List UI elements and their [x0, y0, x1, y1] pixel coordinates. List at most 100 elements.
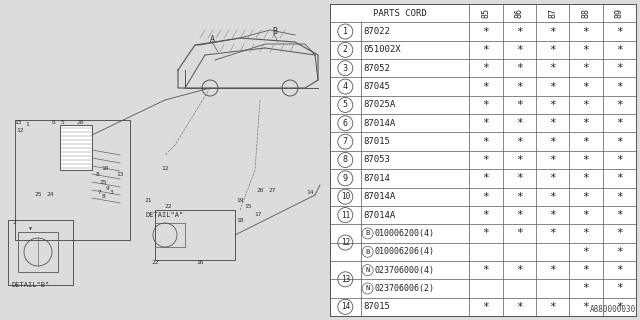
- Text: *: *: [582, 192, 589, 202]
- Text: 11: 11: [340, 211, 350, 220]
- Text: 26: 26: [76, 119, 84, 124]
- Text: *: *: [549, 63, 556, 73]
- Text: *: *: [516, 137, 523, 147]
- Text: 14: 14: [307, 189, 314, 195]
- Text: 2: 2: [343, 45, 348, 54]
- Text: 010006206(4): 010006206(4): [374, 247, 435, 256]
- Text: *: *: [616, 155, 623, 165]
- Text: *: *: [582, 265, 589, 275]
- Text: *: *: [516, 63, 523, 73]
- Text: 7: 7: [98, 189, 102, 195]
- Text: 1: 1: [343, 27, 348, 36]
- Text: *: *: [516, 265, 523, 275]
- Text: *: *: [616, 118, 623, 128]
- Text: *: *: [516, 118, 523, 128]
- Text: *: *: [549, 155, 556, 165]
- Text: *: *: [582, 63, 589, 73]
- Text: *: *: [582, 82, 589, 92]
- Text: 023706006(2): 023706006(2): [374, 284, 435, 293]
- Text: 85: 85: [481, 8, 490, 18]
- Text: *: *: [616, 100, 623, 110]
- Text: *: *: [616, 284, 623, 293]
- Bar: [155, 210, 235, 260]
- Text: *: *: [549, 27, 556, 36]
- Bar: [0, 0, 328, 320]
- Text: 10: 10: [101, 165, 109, 171]
- Text: *: *: [582, 100, 589, 110]
- Text: *: *: [582, 247, 589, 257]
- Text: 14: 14: [340, 302, 350, 311]
- Text: *: *: [483, 265, 490, 275]
- Text: *: *: [483, 82, 490, 92]
- Text: 87014A: 87014A: [364, 119, 396, 128]
- Text: 87014A: 87014A: [364, 211, 396, 220]
- Text: *: *: [549, 173, 556, 183]
- Text: B: B: [365, 249, 370, 255]
- Text: 15: 15: [244, 204, 252, 210]
- Text: *: *: [582, 284, 589, 293]
- Text: *: *: [616, 27, 623, 36]
- Text: *: *: [582, 27, 589, 36]
- Text: *: *: [549, 45, 556, 55]
- Text: DETAIL"B": DETAIL"B": [12, 282, 51, 288]
- Text: *: *: [516, 302, 523, 312]
- Text: 24: 24: [46, 193, 54, 197]
- Text: *: *: [549, 228, 556, 238]
- Text: 87045: 87045: [364, 82, 390, 91]
- Text: *: *: [549, 137, 556, 147]
- Text: N: N: [365, 285, 370, 292]
- Bar: [15, 120, 130, 240]
- Text: 2: 2: [12, 220, 16, 225]
- Text: 21: 21: [144, 197, 152, 203]
- Text: *: *: [516, 228, 523, 238]
- Text: 87: 87: [548, 8, 557, 18]
- Text: DETAIL"A": DETAIL"A": [145, 212, 183, 218]
- Text: 25: 25: [99, 180, 107, 185]
- Text: 87025A: 87025A: [364, 100, 396, 109]
- Text: *: *: [582, 155, 589, 165]
- Text: 27: 27: [268, 188, 276, 193]
- Text: *: *: [516, 155, 523, 165]
- Text: 12: 12: [340, 238, 350, 247]
- Text: 9: 9: [343, 174, 348, 183]
- Text: *: *: [483, 155, 490, 165]
- Text: *: *: [582, 210, 589, 220]
- Text: *: *: [483, 192, 490, 202]
- Text: *: *: [582, 45, 589, 55]
- Text: 12: 12: [16, 127, 24, 132]
- Text: *: *: [616, 247, 623, 257]
- Text: N: N: [365, 267, 370, 273]
- Text: *: *: [483, 302, 490, 312]
- Text: *: *: [582, 118, 589, 128]
- Text: 18: 18: [236, 218, 244, 222]
- Text: 88: 88: [582, 8, 591, 18]
- Text: *: *: [582, 173, 589, 183]
- Text: *: *: [516, 27, 523, 36]
- Text: ▼: ▼: [29, 226, 31, 230]
- Text: 3: 3: [343, 64, 348, 73]
- Text: 89: 89: [615, 8, 624, 18]
- Text: *: *: [516, 192, 523, 202]
- Text: *: *: [616, 228, 623, 238]
- Text: 5: 5: [343, 100, 348, 109]
- Bar: [60, 125, 92, 170]
- Text: 8: 8: [101, 195, 105, 199]
- Text: 051002X: 051002X: [364, 45, 401, 54]
- Text: 13: 13: [14, 119, 22, 124]
- Text: *: *: [549, 302, 556, 312]
- Text: 16: 16: [196, 260, 204, 265]
- Text: 1: 1: [25, 123, 29, 127]
- Text: *: *: [483, 118, 490, 128]
- Text: *: *: [616, 45, 623, 55]
- Text: *: *: [616, 192, 623, 202]
- Text: *: *: [483, 63, 490, 73]
- Text: A: A: [210, 36, 215, 44]
- Bar: [18, 232, 58, 272]
- Text: A880000030: A880000030: [589, 305, 636, 314]
- Text: 7: 7: [343, 137, 348, 146]
- Text: *: *: [616, 265, 623, 275]
- Text: *: *: [549, 82, 556, 92]
- Text: 13: 13: [116, 172, 124, 178]
- Text: 87014A: 87014A: [364, 192, 396, 201]
- Text: *: *: [549, 118, 556, 128]
